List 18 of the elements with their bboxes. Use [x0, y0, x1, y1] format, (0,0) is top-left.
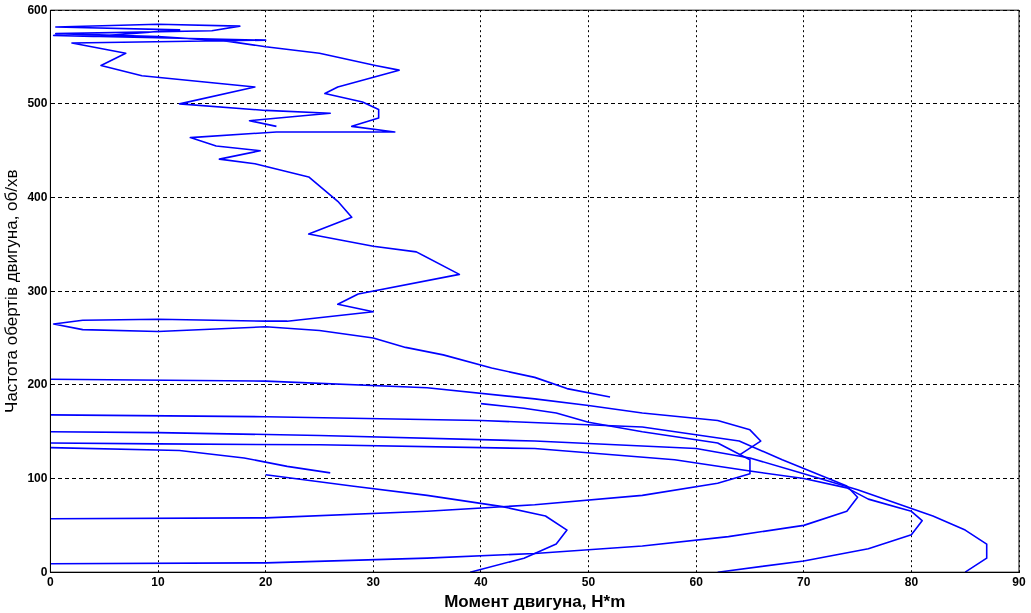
- y-tick-label: 0: [40, 564, 48, 579]
- x-tick-label: 90: [1012, 574, 1026, 589]
- y-tick-label: 600: [27, 2, 48, 17]
- x-tick-label: 40: [474, 574, 488, 589]
- x-tick-label: 20: [258, 574, 273, 589]
- y-axis-title: Частота обертів двигуна, об/хв: [1, 169, 21, 413]
- x-tick-label: 80: [904, 574, 919, 589]
- x-tick-label: 30: [366, 574, 381, 589]
- y-tick-label: 100: [27, 470, 48, 485]
- y-tick-label: 300: [27, 283, 48, 298]
- x-axis-title: Момент двигуна, Н*m: [444, 592, 626, 612]
- x-tick-label: 60: [689, 574, 704, 589]
- x-tick-label: 70: [797, 574, 811, 589]
- y-tick-label: 500: [27, 96, 48, 111]
- x-tick-label: 10: [151, 574, 166, 589]
- y-tick-label: 400: [27, 189, 48, 204]
- y-tick-label: 200: [27, 377, 48, 392]
- x-tick-label: 50: [581, 574, 596, 589]
